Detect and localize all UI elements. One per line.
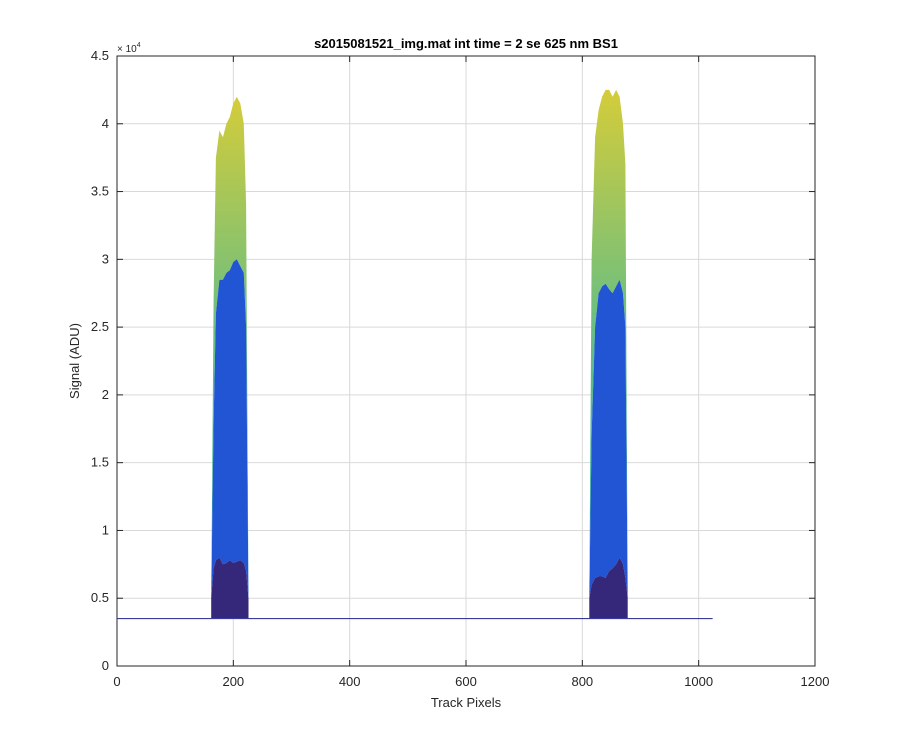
y-tick-label: 4 <box>102 116 109 131</box>
peak-2-upper-band <box>589 89 628 599</box>
peak-2-lower-band <box>589 557 628 619</box>
x-tick-label: 200 <box>222 674 244 689</box>
chart-title: s2015081521_img.mat int time = 2 se 625 … <box>314 36 618 51</box>
x-tick-label: 1000 <box>684 674 713 689</box>
y-tick-label: 2.5 <box>91 319 109 334</box>
x-tick-label: 400 <box>339 674 361 689</box>
y-tick-label: 4.5 <box>91 48 109 63</box>
peak-1-upper-band <box>211 96 249 599</box>
series-layer <box>117 89 713 620</box>
y-tick-label: 1.5 <box>91 455 109 470</box>
y-tick-label: 0 <box>102 658 109 673</box>
peak-2-middle-band <box>589 279 628 599</box>
peak-1-lower-band <box>211 557 249 619</box>
y-tick-label: 3 <box>102 251 109 266</box>
x-tick-label: 800 <box>571 674 593 689</box>
y-tick-label: 0.5 <box>91 590 109 605</box>
peak-1-middle-band <box>211 259 249 599</box>
y-tick-label: 1 <box>102 522 109 537</box>
y-axis-label: Signal (ADU) <box>67 323 82 399</box>
y-axis: 0 0.5 1 1.5 2 2.5 3 3.5 4 4.5 <box>91 48 815 673</box>
x-tick-label: 1200 <box>801 674 830 689</box>
x-tick-label: 600 <box>455 674 477 689</box>
y-axis-multiplier: × 104 <box>117 42 141 55</box>
x-tick-label: 0 <box>113 674 120 689</box>
x-axis-label: Track Pixels <box>431 695 502 710</box>
y-axis-multiplier-base: × 10 <box>117 44 137 55</box>
x-axis: 0 200 400 600 800 1000 1200 <box>113 56 829 689</box>
y-tick-label: 3.5 <box>91 184 109 199</box>
y-axis-multiplier-exponent: 4 <box>137 42 141 49</box>
y-tick-label: 2 <box>102 387 109 402</box>
